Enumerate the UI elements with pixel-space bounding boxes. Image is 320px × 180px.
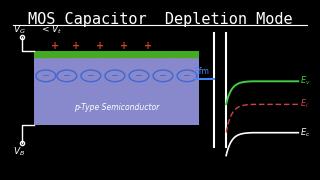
Text: $E_i$: $E_i$ xyxy=(300,98,309,110)
Text: $< V_t$: $< V_t$ xyxy=(40,24,62,36)
Text: −: − xyxy=(87,71,95,81)
Text: −: − xyxy=(111,71,119,81)
Text: +: + xyxy=(120,41,128,51)
Text: Efm: Efm xyxy=(195,67,210,76)
Text: −: − xyxy=(42,71,50,81)
Text: −: − xyxy=(63,71,71,81)
Text: +: + xyxy=(144,41,152,51)
Text: −: − xyxy=(183,71,191,81)
Bar xyxy=(34,58,199,125)
Text: +: + xyxy=(51,41,59,51)
Text: $E_v$: $E_v$ xyxy=(300,75,311,87)
Text: $V_B$: $V_B$ xyxy=(13,146,25,158)
Text: −: − xyxy=(159,71,167,81)
Bar xyxy=(34,51,199,58)
Text: p-Type Semiconductor: p-Type Semiconductor xyxy=(74,103,159,112)
Text: $V_G$: $V_G$ xyxy=(13,24,26,36)
Text: +: + xyxy=(96,41,104,51)
Text: +: + xyxy=(72,41,80,51)
Text: MOS Capacitor  Depletion Mode: MOS Capacitor Depletion Mode xyxy=(28,12,292,27)
Text: −: − xyxy=(135,71,143,81)
Text: $E_c$: $E_c$ xyxy=(300,126,310,139)
